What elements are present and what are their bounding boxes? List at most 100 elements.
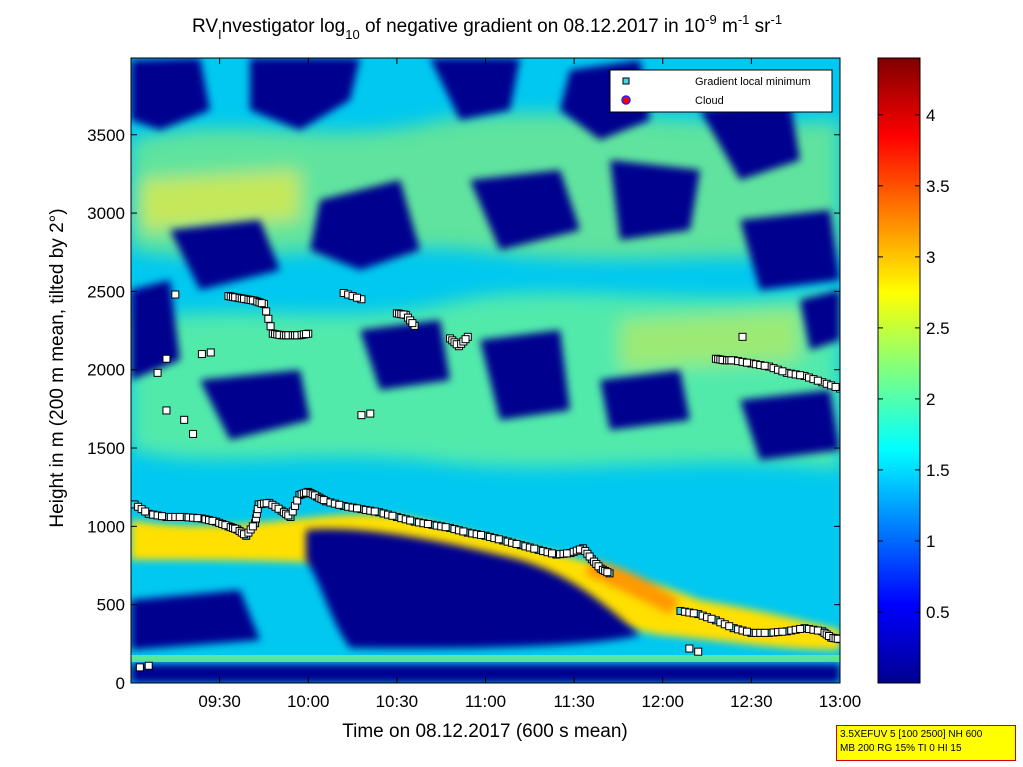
gradient-minimum-marker	[778, 367, 787, 376]
x-tick-label: 12:00	[641, 692, 684, 711]
gradient-minimum-marker	[831, 382, 840, 391]
gradient-minimum-marker	[778, 627, 787, 636]
gradient-minimum-marker	[725, 622, 734, 631]
legend-circle-icon	[621, 95, 631, 105]
gradient-minimum-marker	[459, 527, 468, 536]
gradient-minimum-marker	[153, 368, 162, 377]
gradient-minimum-marker	[530, 544, 539, 553]
gradient-minimum-marker	[477, 530, 486, 539]
colorbar-tick-label: 2	[926, 390, 935, 409]
gradient-minimum-marker	[563, 549, 572, 558]
gradient-minimum-marker	[738, 332, 747, 341]
gradient-minimum-marker	[208, 516, 217, 525]
x-axis: 09:30 10:00 10:30 11:00 11:30 12:00 12:30 13:00	[198, 58, 861, 711]
x-tick-label: 11:30	[553, 692, 594, 711]
gradient-minimum-marker	[423, 520, 432, 529]
gradient-minimum-markers	[131, 288, 840, 672]
gradient-minimum-marker	[461, 335, 470, 344]
colorbar-tick-label: 3	[926, 248, 935, 267]
gradient-minimum-marker	[813, 626, 822, 635]
gradient-minimum-marker	[370, 507, 379, 516]
x-tick-label: 13:00	[819, 692, 862, 711]
chart-title: RVInvestigator log10 of negative gradien…	[192, 12, 782, 42]
legend-entry-gradient-minimum: Gradient local minimum	[695, 76, 811, 88]
gradient-minimum-marker	[813, 376, 822, 385]
y-tick-label: 1500	[87, 439, 125, 458]
gradient-minimum-marker	[158, 512, 167, 521]
colorbar-tick-label: 3.5	[926, 177, 950, 196]
gradient-minimum-marker	[388, 511, 397, 520]
colorbar-tick-label: 4	[926, 106, 935, 125]
y-axis-label: Height in m (200 m mean, tilted by 2°)	[47, 208, 68, 527]
gradient-minimum-marker	[441, 523, 450, 532]
gradient-minimum-marker	[193, 514, 202, 523]
gradient-minimum-marker	[257, 299, 266, 308]
gradient-minimum-marker	[319, 496, 328, 505]
legend-square-icon	[622, 77, 630, 85]
gradient-minimum-marker	[293, 496, 302, 505]
gradient-minimum-marker	[197, 350, 206, 359]
gradient-minimum-marker	[266, 322, 275, 331]
colorbar-tick-label: 1	[926, 532, 935, 551]
gradient-minimum-marker	[302, 330, 311, 339]
gradient-minimum-marker	[494, 535, 503, 544]
gradient-minimum-marker	[366, 409, 375, 418]
gradient-minimum-marker	[796, 371, 805, 380]
y-tick-label: 3000	[87, 204, 125, 223]
gradient-minimum-marker	[760, 628, 769, 637]
gradient-minimum-marker	[141, 507, 150, 516]
y-tick-label: 1000	[87, 517, 125, 536]
colorbar-ticks: 0.5 1 1.5 2 2.5 3 3.5 4	[878, 106, 950, 622]
y-tick-label: 2000	[87, 361, 125, 380]
info-line-1: 3.5XEFUV 5 [100 2500] NH 600	[840, 729, 983, 740]
gradient-minimum-marker	[162, 406, 171, 415]
gradient-minimum-marker	[180, 415, 189, 424]
gradient-minimum-marker	[189, 429, 198, 438]
y-tick-label: 3500	[87, 126, 125, 145]
gradient-minimum-marker	[262, 307, 271, 316]
gradient-minimum-marker	[175, 512, 184, 521]
gradient-minimum-marker	[694, 647, 703, 656]
gradient-minimum-marker	[352, 293, 361, 302]
legend-entry-cloud: Cloud	[695, 95, 724, 107]
y-tick-label: 500	[97, 596, 125, 615]
gradient-minimum-marker	[162, 354, 171, 363]
gradient-minimum-marker	[406, 516, 415, 525]
gradient-minimum-marker	[585, 552, 594, 561]
x-tick-label: 11:00	[465, 692, 506, 711]
gradient-minimum-marker	[742, 358, 751, 367]
heatmap-field	[131, 58, 840, 683]
gradient-minimum-marker	[352, 504, 361, 513]
gradient-minimum-marker	[357, 411, 366, 420]
gradient-minimum-marker	[727, 356, 736, 365]
colorbar-tick-label: 1.5	[926, 461, 950, 480]
y-axis: 0 500 1000 1500 2000 2500 3000 3500	[87, 126, 840, 693]
gradient-minimum-marker	[248, 522, 257, 531]
gradient-minimum-marker	[760, 361, 769, 370]
gradient-minimum-marker	[171, 290, 180, 299]
x-axis-label: Time on 08.12.2017 (600 s mean)	[342, 721, 628, 742]
y-tick-label: 2500	[87, 282, 125, 301]
gradient-minimum-marker	[135, 663, 144, 672]
colorbar-tick-label: 0.5	[926, 603, 950, 622]
gradient-minimum-marker	[796, 624, 805, 633]
gradient-minimum-marker	[206, 348, 215, 357]
info-line-2: MB 200 RG 15% TI 0 HI 15	[840, 743, 962, 754]
colorbar-frame	[877, 57, 921, 684]
gradient-minimum-marker	[685, 644, 694, 653]
x-tick-label: 09:30	[198, 692, 241, 711]
colorbar	[878, 58, 920, 683]
gradient-minimum-marker	[603, 568, 612, 577]
x-tick-label: 12:30	[730, 692, 773, 711]
gradient-minimum-marker	[144, 661, 153, 670]
y-tick-label: 0	[116, 674, 125, 693]
colorbar-tick-label: 2.5	[926, 319, 950, 338]
info-box: 3.5XEFUV 5 [100 2500] NH 600 MB 200 RG 1…	[836, 725, 1016, 761]
x-tick-label: 10:00	[287, 692, 330, 711]
gradient-minimum-marker	[689, 609, 698, 618]
gradient-minimum-marker	[742, 627, 751, 636]
gradient-minimum-marker	[335, 500, 344, 509]
gradient-minimum-marker	[707, 614, 716, 623]
x-tick-label: 10:30	[376, 692, 419, 711]
